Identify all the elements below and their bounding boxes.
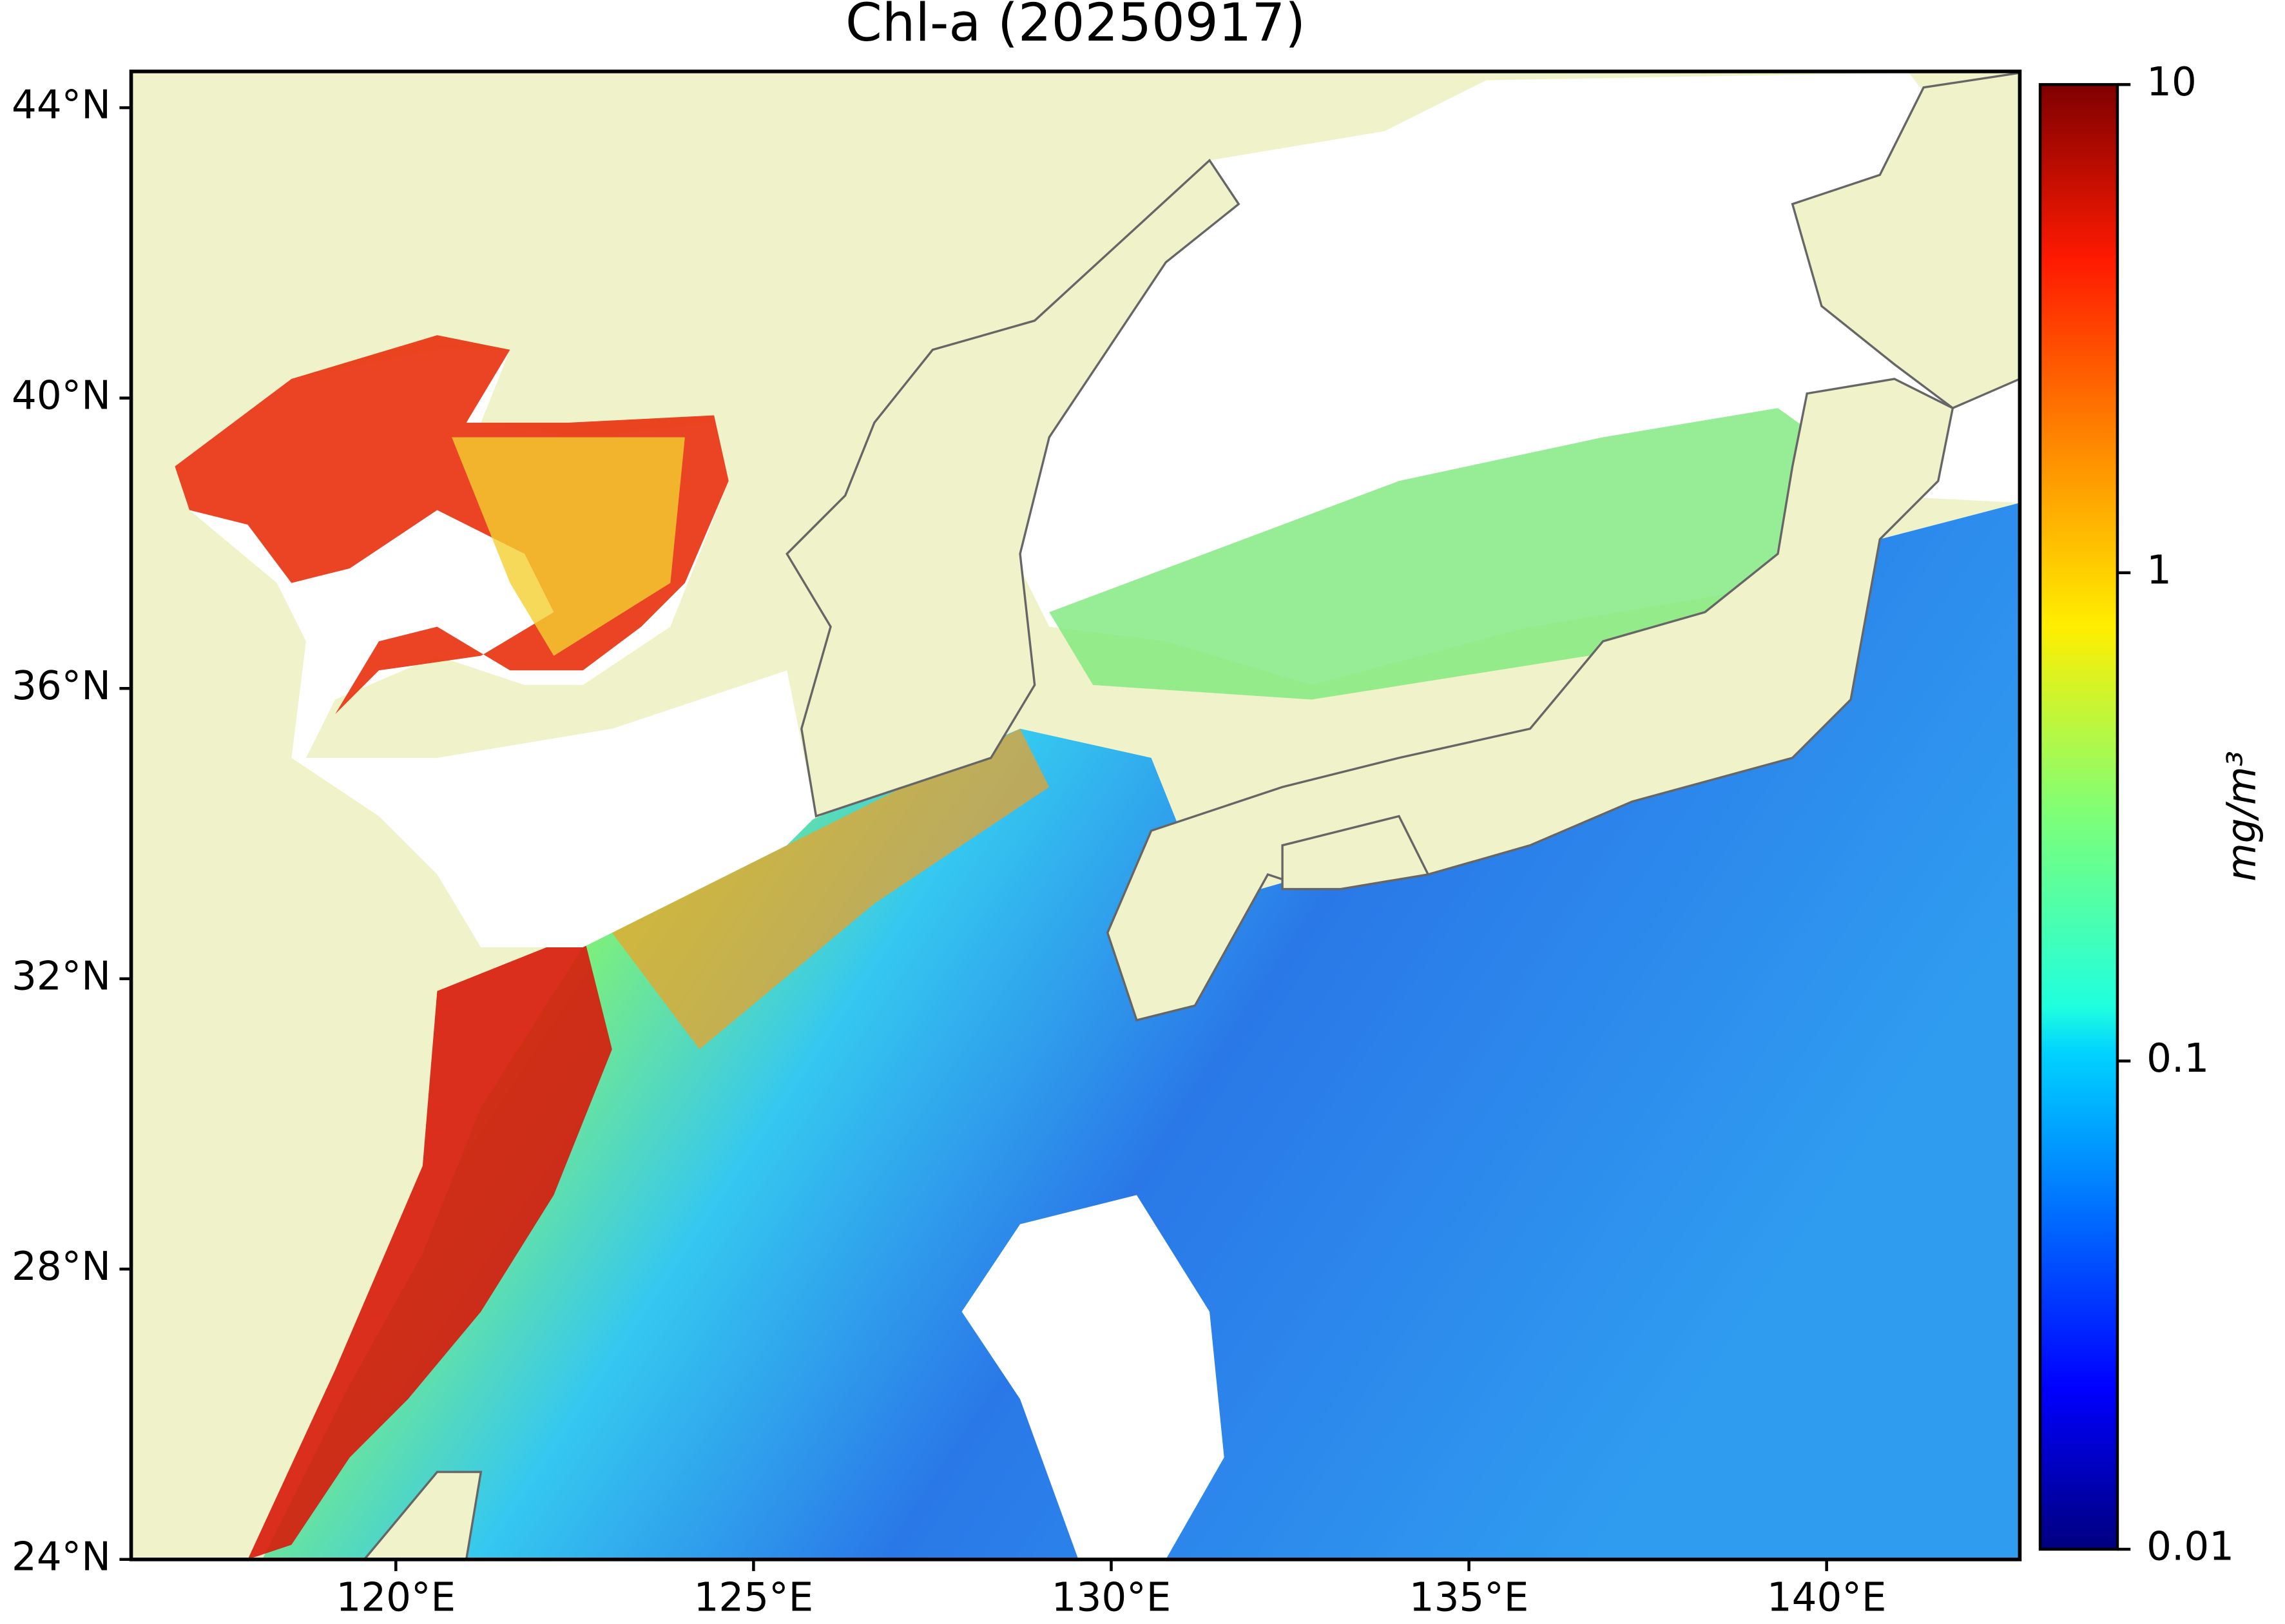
y-tick-label: 24°N (12, 1534, 111, 1580)
coastal-bloom (247, 933, 612, 1560)
colorbar-tick-label: 0.1 (2146, 1036, 2209, 1081)
colorbar-label: mg/m³ (2219, 751, 2264, 882)
coastal-band (612, 728, 1050, 1050)
colorbar-tick-label: 1 (2146, 547, 2172, 593)
cloud (961, 1195, 1224, 1560)
x-tick-label: 120°E (336, 1575, 456, 1621)
x-tick-label: 140°E (1767, 1575, 1887, 1621)
shikoku (1281, 815, 1430, 891)
ocean (262, 503, 2020, 1560)
map-frame (129, 70, 2022, 1561)
x-tick-label: 130°E (1052, 1575, 1171, 1621)
colorbar-tick-label: 0.01 (2146, 1524, 2234, 1570)
colorbar-tick-label: 10 (2146, 59, 2197, 105)
colorbar (2038, 82, 2119, 1551)
title: Chl-a (20250917) (845, 0, 1306, 53)
korea (786, 159, 1240, 818)
hokkaido (1791, 72, 2020, 410)
x-tick-label: 135°E (1409, 1575, 1529, 1621)
x-tick-label: 125°E (694, 1575, 814, 1621)
y-tick-label: 28°N (12, 1244, 111, 1290)
yellow-sea-band (452, 437, 685, 656)
y-tick-label: 44°N (12, 82, 111, 128)
y-tick-label: 40°N (12, 372, 111, 418)
map-image (131, 71, 2020, 1560)
y-tick-label: 32°N (12, 953, 111, 999)
taiwan (363, 1471, 483, 1560)
y-tick-label: 36°N (12, 663, 111, 709)
